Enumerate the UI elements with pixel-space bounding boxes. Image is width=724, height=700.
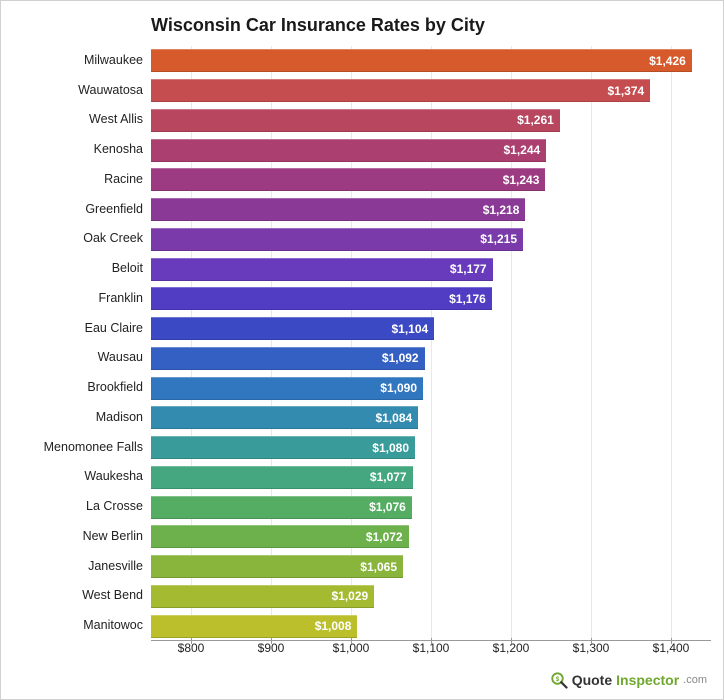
bar-row: $1,177 xyxy=(151,254,493,284)
bar-row: $1,215 xyxy=(151,225,523,255)
bar: $1,215 xyxy=(151,228,523,251)
bar: $1,065 xyxy=(151,555,403,578)
y-axis-label: La Crosse xyxy=(3,499,143,513)
bar-row: $1,243 xyxy=(151,165,545,195)
bar: $1,072 xyxy=(151,525,409,548)
bar-value-label: $1,090 xyxy=(380,381,417,395)
bar-row: $1,092 xyxy=(151,344,425,374)
gridline xyxy=(591,46,592,641)
x-tick-mark xyxy=(351,638,352,644)
y-axis-label: Waukesha xyxy=(3,469,143,483)
x-axis: $800$900$1,000$1,100$1,200$1,300$1,400 xyxy=(151,641,711,671)
bar: $1,029 xyxy=(151,585,374,608)
y-axis-label: New Berlin xyxy=(3,529,143,543)
bar-row: $1,261 xyxy=(151,106,560,136)
bar: $1,177 xyxy=(151,258,493,281)
bar-value-label: $1,072 xyxy=(366,530,403,544)
bar: $1,084 xyxy=(151,406,418,429)
bar-value-label: $1,076 xyxy=(369,500,406,514)
bar-row: $1,104 xyxy=(151,314,434,344)
bar-row: $1,090 xyxy=(151,373,423,403)
chart-title: Wisconsin Car Insurance Rates by City xyxy=(151,15,485,36)
y-axis-label: Menomonee Falls xyxy=(3,440,143,454)
bar-row: $1,244 xyxy=(151,135,546,165)
y-axis-label: Madison xyxy=(3,410,143,424)
x-tick-mark xyxy=(671,638,672,644)
bar: $1,261 xyxy=(151,109,560,132)
y-axis-label: Wauwatosa xyxy=(3,83,143,97)
y-axis-label: Milwaukee xyxy=(3,53,143,67)
svg-text:$: $ xyxy=(556,677,560,683)
bar: $1,076 xyxy=(151,496,412,519)
bar-value-label: $1,218 xyxy=(483,203,520,217)
bar-row: $1,029 xyxy=(151,582,374,612)
bar-value-label: $1,104 xyxy=(391,322,428,336)
plot-area: $1,426 $1,374 $1,261 $1,244 $1,243 $1,218 $1,2… xyxy=(151,46,711,641)
bar-value-label: $1,077 xyxy=(370,470,407,484)
bar-row: $1,084 xyxy=(151,403,418,433)
y-axis-label: Racine xyxy=(3,172,143,186)
y-axis-label: Greenfield xyxy=(3,202,143,216)
bar: $1,090 xyxy=(151,377,423,400)
chart-container: Wisconsin Car Insurance Rates by City $1… xyxy=(0,0,724,700)
bar-row: $1,008 xyxy=(151,611,357,641)
x-tick-mark xyxy=(591,638,592,644)
bar: $1,176 xyxy=(151,287,492,310)
bar-value-label: $1,029 xyxy=(331,589,368,603)
bar-value-label: $1,215 xyxy=(480,232,517,246)
y-axis-label: Eau Claire xyxy=(3,321,143,335)
bar-row: $1,072 xyxy=(151,522,409,552)
bar: $1,243 xyxy=(151,168,545,191)
y-axis-label: West Bend xyxy=(3,588,143,602)
bar-value-label: $1,426 xyxy=(649,54,686,68)
y-axis-label: Janesville xyxy=(3,559,143,573)
bar: $1,092 xyxy=(151,347,425,370)
bar-value-label: $1,374 xyxy=(607,84,644,98)
bar: $1,374 xyxy=(151,79,650,102)
y-axis-label: Manitowoc xyxy=(3,618,143,632)
logo-suffix-text: .com xyxy=(683,674,707,686)
bar-row: $1,374 xyxy=(151,76,650,106)
bar-value-label: $1,084 xyxy=(375,411,412,425)
x-tick-mark xyxy=(511,638,512,644)
bar: $1,077 xyxy=(151,466,413,489)
y-axis-label: Beloit xyxy=(3,261,143,275)
bar-row: $1,218 xyxy=(151,195,525,225)
y-axis-label: Brookfield xyxy=(3,380,143,394)
x-tick-mark xyxy=(431,638,432,644)
y-axis-label: Oak Creek xyxy=(3,231,143,245)
bar-row: $1,076 xyxy=(151,492,412,522)
bar-row: $1,080 xyxy=(151,433,415,463)
bar: $1,218 xyxy=(151,198,525,221)
bar-row: $1,176 xyxy=(151,284,492,314)
bar-row: $1,077 xyxy=(151,463,413,493)
bar-row: $1,065 xyxy=(151,552,403,582)
y-axis-label: Franklin xyxy=(3,291,143,305)
bar-value-label: $1,244 xyxy=(503,143,540,157)
magnifier-icon: $ xyxy=(550,671,568,689)
logo-secondary-text: Inspector xyxy=(616,672,679,688)
bar: $1,080 xyxy=(151,436,415,459)
bar-row: $1,426 xyxy=(151,46,692,76)
bar-value-label: $1,065 xyxy=(360,560,397,574)
bar-value-label: $1,261 xyxy=(517,113,554,127)
bar-value-label: $1,092 xyxy=(382,351,419,365)
logo-primary-text: Quote xyxy=(572,672,612,688)
bar: $1,244 xyxy=(151,139,546,162)
logo-area: $ QuoteInspector .com xyxy=(550,671,707,689)
x-tick-mark xyxy=(271,638,272,644)
bar: $1,426 xyxy=(151,49,692,72)
bar-value-label: $1,080 xyxy=(372,441,409,455)
bar: $1,008 xyxy=(151,615,357,638)
bar-value-label: $1,243 xyxy=(503,173,540,187)
x-tick-mark xyxy=(191,638,192,644)
y-axis-label: West Allis xyxy=(3,112,143,126)
bar-value-label: $1,176 xyxy=(449,292,486,306)
bar: $1,104 xyxy=(151,317,434,340)
bar-value-label: $1,177 xyxy=(450,262,487,276)
y-axis-label: Wausau xyxy=(3,350,143,364)
gridline xyxy=(671,46,672,641)
bar-value-label: $1,008 xyxy=(315,619,352,633)
y-axis-label: Kenosha xyxy=(3,142,143,156)
